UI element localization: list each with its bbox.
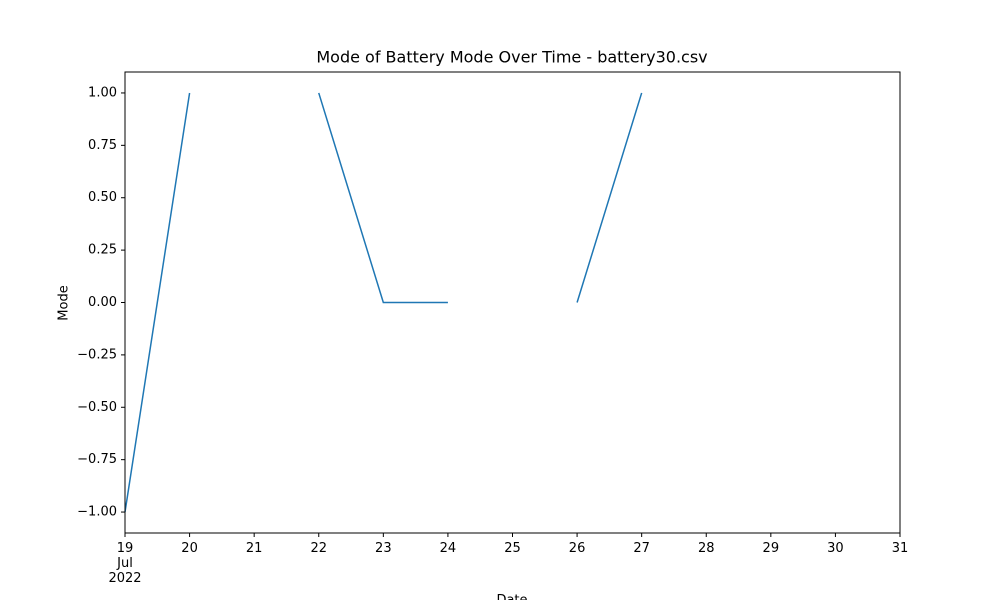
x-axis-label: Date bbox=[496, 593, 527, 600]
y-axis-label: Mode bbox=[57, 285, 72, 320]
x-tick-label: 30 bbox=[827, 541, 844, 556]
x-tick-label: 27 bbox=[633, 541, 650, 556]
y-tick-label: 0.25 bbox=[88, 243, 117, 258]
line bbox=[124, 92, 643, 513]
y-tick-label: −0.75 bbox=[77, 452, 117, 467]
plot-frame bbox=[124, 71, 901, 534]
x-tick-label: 23 bbox=[375, 541, 392, 556]
x-tick-label: 25 bbox=[504, 541, 521, 556]
x-tick-label: 22 bbox=[310, 541, 327, 556]
x-tick-label: 24 bbox=[440, 541, 457, 556]
x-tick-label: 28 bbox=[698, 541, 715, 556]
x-tick-label: 20 bbox=[181, 541, 198, 556]
chart-title: Mode of Battery Mode Over Time - battery… bbox=[316, 48, 707, 67]
y-tick-label: −1.00 bbox=[77, 505, 117, 520]
y-tick-label: −0.50 bbox=[77, 400, 117, 415]
y-tick-label: 0.00 bbox=[88, 295, 117, 310]
y-tick-label: 1.00 bbox=[88, 85, 117, 100]
x-tick-label: 31 bbox=[892, 541, 909, 556]
y-tick-label: −0.25 bbox=[77, 347, 117, 362]
x-tick-label: 29 bbox=[763, 541, 780, 556]
y-tick-label: 0.75 bbox=[88, 138, 117, 153]
x-tick-label: 19 Jul 2022 bbox=[108, 541, 141, 586]
x-tick-label: 26 bbox=[569, 541, 586, 556]
x-tick-label: 21 bbox=[246, 541, 263, 556]
y-tick-label: 0.50 bbox=[88, 190, 117, 205]
